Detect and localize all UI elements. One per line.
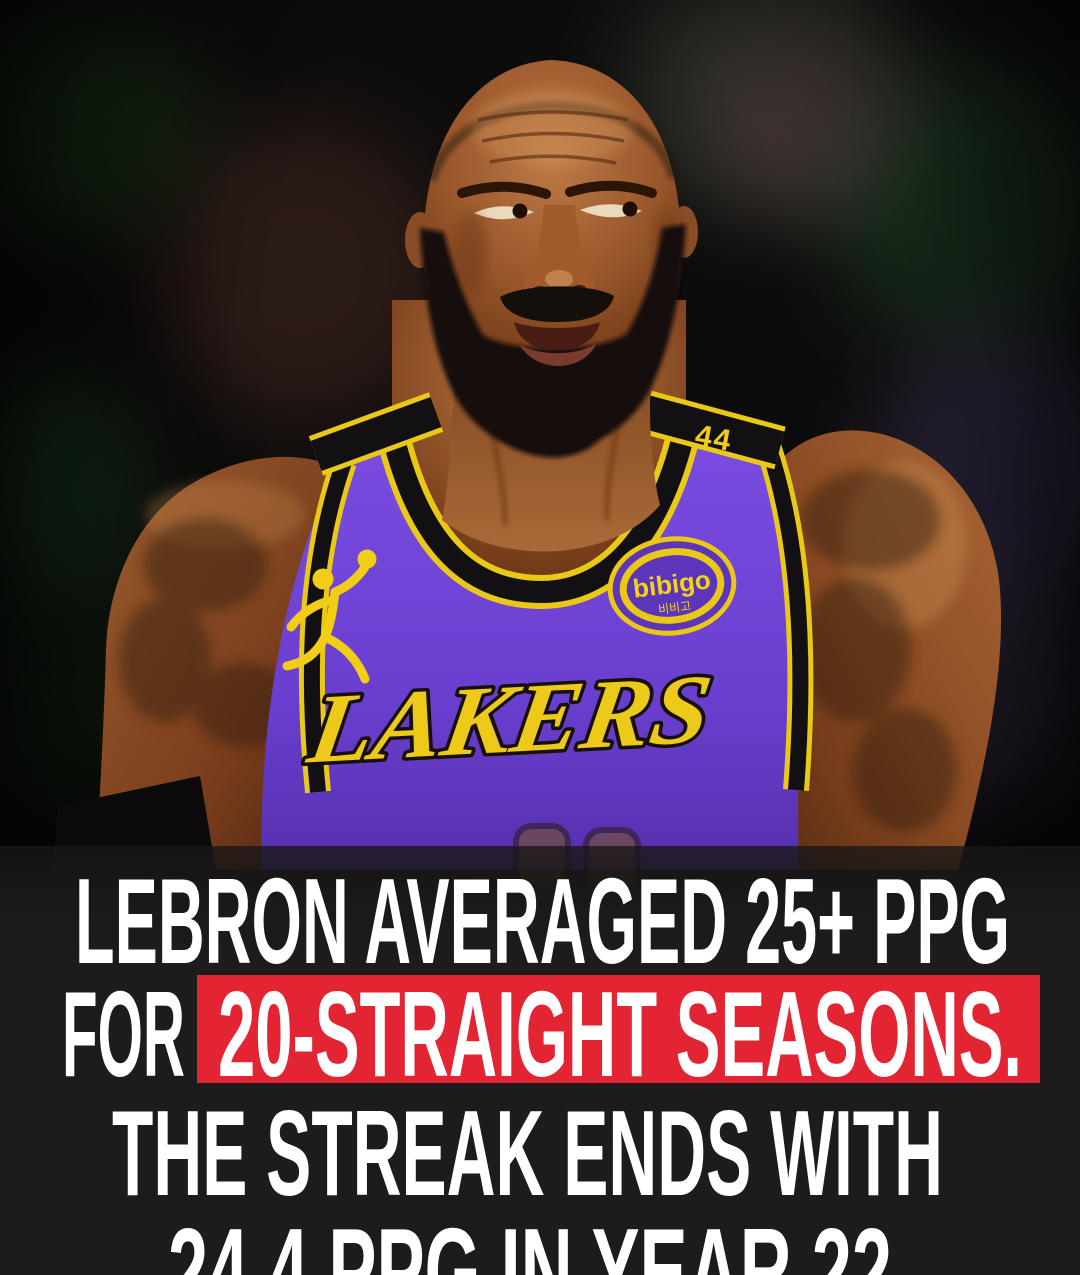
player-left-arm	[771, 430, 1002, 870]
jumpman-logo-icon	[282, 549, 377, 684]
mouth	[514, 322, 600, 350]
patch-ring	[619, 548, 725, 624]
left-iris	[512, 203, 528, 219]
nose	[523, 205, 595, 299]
caption-highlight-box	[197, 975, 1040, 1083]
caption-line-4: 24.4 PPG IN YEAR 22	[168, 1203, 892, 1275]
lakers-wordmark-text: LAKERS	[301, 655, 719, 785]
shoulder-strap-right	[641, 395, 785, 465]
beard-chin	[476, 330, 634, 458]
tattoo-smudge	[143, 519, 267, 611]
player-illustration: 44 bibigo 비비고	[95, 60, 1002, 893]
caption-line-2-prefix: FOR	[62, 966, 185, 1102]
collar-band	[381, 421, 697, 604]
forehead-wrinkles	[477, 110, 629, 165]
bibigo-korean-text: 비비고	[657, 599, 692, 617]
caption-line-1: LEBRON AVERAGED 25+ PPG	[75, 853, 1010, 989]
jersey-body	[261, 424, 799, 870]
tattoo-smudge	[119, 598, 211, 722]
jumpman-back-leg	[282, 632, 330, 671]
nose-tip-highlight	[545, 270, 573, 288]
lakers-wordmark: LAKERS	[297, 651, 722, 788]
caption-panel: LEBRON AVERAGED 25+ PPG FOR 20-STRAIGHT …	[0, 846, 1080, 1275]
bibigo-sponsor-patch: bibigo 비비고	[607, 536, 737, 636]
tattoo-smudge	[799, 578, 911, 722]
mustache	[500, 286, 614, 322]
beard	[420, 224, 686, 458]
left-eyebrow	[457, 181, 551, 199]
armhole-trim-right-band	[760, 443, 809, 791]
tattoo-smudges	[799, 470, 957, 832]
right-iris	[622, 201, 638, 217]
jumpman-left-arm	[286, 595, 338, 632]
jumpman-head	[312, 568, 334, 590]
forehead-sheen	[472, 90, 632, 166]
caption-line-3: THE STREAK ENDS WITH	[112, 1085, 943, 1221]
player-head	[405, 60, 698, 458]
caption-line-2-highlight: 20-STRAIGHT SEASONS.	[218, 966, 1022, 1102]
arena-photo: 44 bibigo 비비고	[0, 0, 1080, 1000]
tattoo-smudge	[853, 708, 957, 832]
armhole-trim-left-band	[303, 459, 352, 793]
cheek-shading	[452, 212, 488, 292]
caption-text: LEBRON AVERAGED 25+ PPG FOR 20-STRAIGHT …	[62, 853, 1040, 1275]
lower-lip	[520, 344, 596, 366]
right-eyebrow	[565, 180, 657, 198]
neck-tendons	[489, 424, 621, 526]
collar-number: 44	[693, 419, 736, 458]
tattoo-smudge	[800, 470, 940, 570]
shoulder-strap-left	[310, 396, 442, 472]
jumpman-front-leg	[320, 632, 370, 684]
